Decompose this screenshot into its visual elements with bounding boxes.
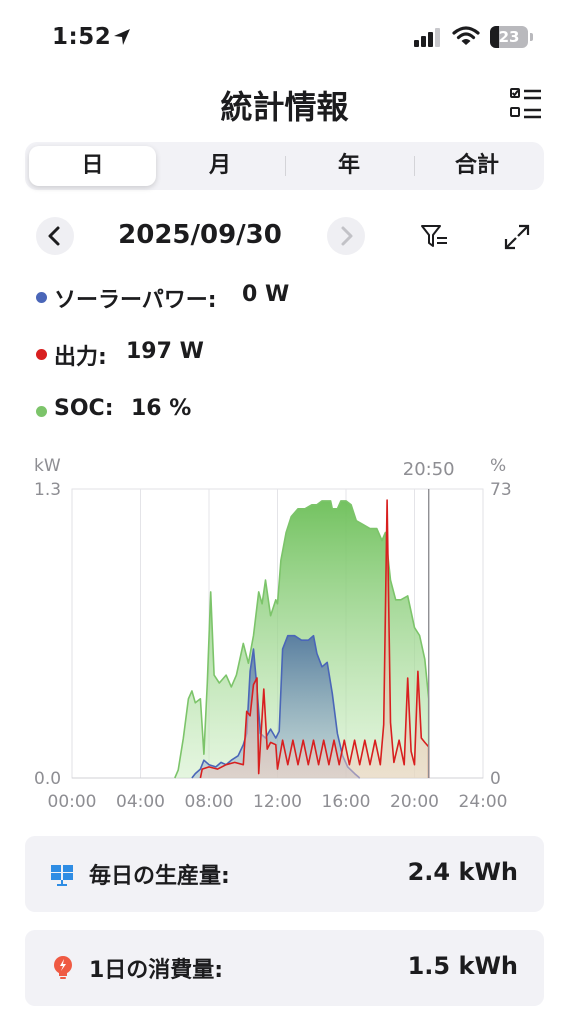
selected-date[interactable]: 2025/09/30 xyxy=(118,220,282,250)
x-tick-label: 00:00 xyxy=(48,792,97,812)
period-segmented-control: 日 月 年 合計 xyxy=(25,142,544,190)
readout-label: 出力: xyxy=(54,345,107,370)
x-tick-label: 20:00 xyxy=(390,792,439,812)
x-tick-label: 08:00 xyxy=(185,792,234,812)
daily-production-label: 毎日の生産量: xyxy=(89,864,230,889)
right-axis-unit: % xyxy=(490,456,506,476)
tab-total[interactable]: 合計 xyxy=(454,153,499,178)
x-tick-label: 16:00 xyxy=(322,792,371,812)
location-arrow-icon xyxy=(114,29,130,45)
tab-year[interactable]: 年 xyxy=(337,153,360,178)
expand-icon[interactable] xyxy=(502,222,532,252)
daily-consumption-value: 1.5 kWh xyxy=(407,952,518,980)
tab-day[interactable]: 日 xyxy=(29,146,156,186)
readout-value: 16 % xyxy=(131,396,192,421)
left-axis-max: 1.3 xyxy=(34,480,61,500)
checklist-icon[interactable] xyxy=(508,86,544,120)
x-tick-label: 24:00 xyxy=(459,792,508,812)
solar-panel-icon xyxy=(51,865,73,886)
readout-value: 0 W xyxy=(242,282,290,307)
right-axis-min: 0 xyxy=(490,769,501,789)
daily-consumption-card: 1日の消費量: 1.5 kWh xyxy=(25,930,544,1006)
right-axis-max: 73 xyxy=(490,480,512,500)
readout-value: 197 W xyxy=(126,339,204,364)
solar-power-series-area xyxy=(191,635,360,778)
soc-series-line xyxy=(174,500,430,779)
chevron-left-icon xyxy=(48,226,60,246)
daily-production-value: 2.4 kWh xyxy=(407,858,518,886)
output-dot-icon xyxy=(36,349,47,360)
soc-dot-icon xyxy=(36,406,47,417)
tab-divider xyxy=(414,156,415,176)
solar-power-series-line xyxy=(191,634,361,779)
daily-production-card: 毎日の生産量: 2.4 kWh xyxy=(25,836,544,912)
status-bar: 1:52 23 xyxy=(0,0,569,78)
previous-day-button[interactable] xyxy=(36,217,74,255)
left-axis-min: 0.0 xyxy=(34,769,61,789)
status-time: 1:52 xyxy=(52,24,112,50)
battery-icon: 23 xyxy=(490,26,534,48)
page-title: 統計情報 xyxy=(220,88,349,126)
cursor-time-label: 20:50 xyxy=(403,459,455,480)
solar-dot-icon xyxy=(36,292,47,303)
tab-month[interactable]: 月 xyxy=(208,153,231,178)
cellular-signal-icon xyxy=(414,28,440,47)
x-tick-label: 12:00 xyxy=(253,792,302,812)
readout-label: ソーラーパワー: xyxy=(54,288,217,313)
daily-power-chart[interactable]: 00:00 04:00 08:00 12:00 16:00 20:00 24:00 20:50… xyxy=(0,440,569,820)
lightbulb-icon xyxy=(54,956,72,979)
tab-divider xyxy=(285,156,286,176)
x-tick-label: 04:00 xyxy=(116,792,165,812)
output-series-line xyxy=(199,499,430,779)
chart-svg: 00:00 04:00 08:00 12:00 16:00 20:00 24:00 20:50… xyxy=(34,456,512,812)
daily-consumption-label: 1日の消費量: xyxy=(89,958,224,983)
battery-level: 23 xyxy=(498,28,520,46)
wifi-icon xyxy=(452,26,480,45)
left-axis-unit: kW xyxy=(34,456,61,476)
filter-icon[interactable] xyxy=(420,222,450,252)
chevron-right-icon xyxy=(341,226,353,246)
readout-label: SOC: xyxy=(54,396,114,421)
next-day-button[interactable] xyxy=(327,217,365,255)
